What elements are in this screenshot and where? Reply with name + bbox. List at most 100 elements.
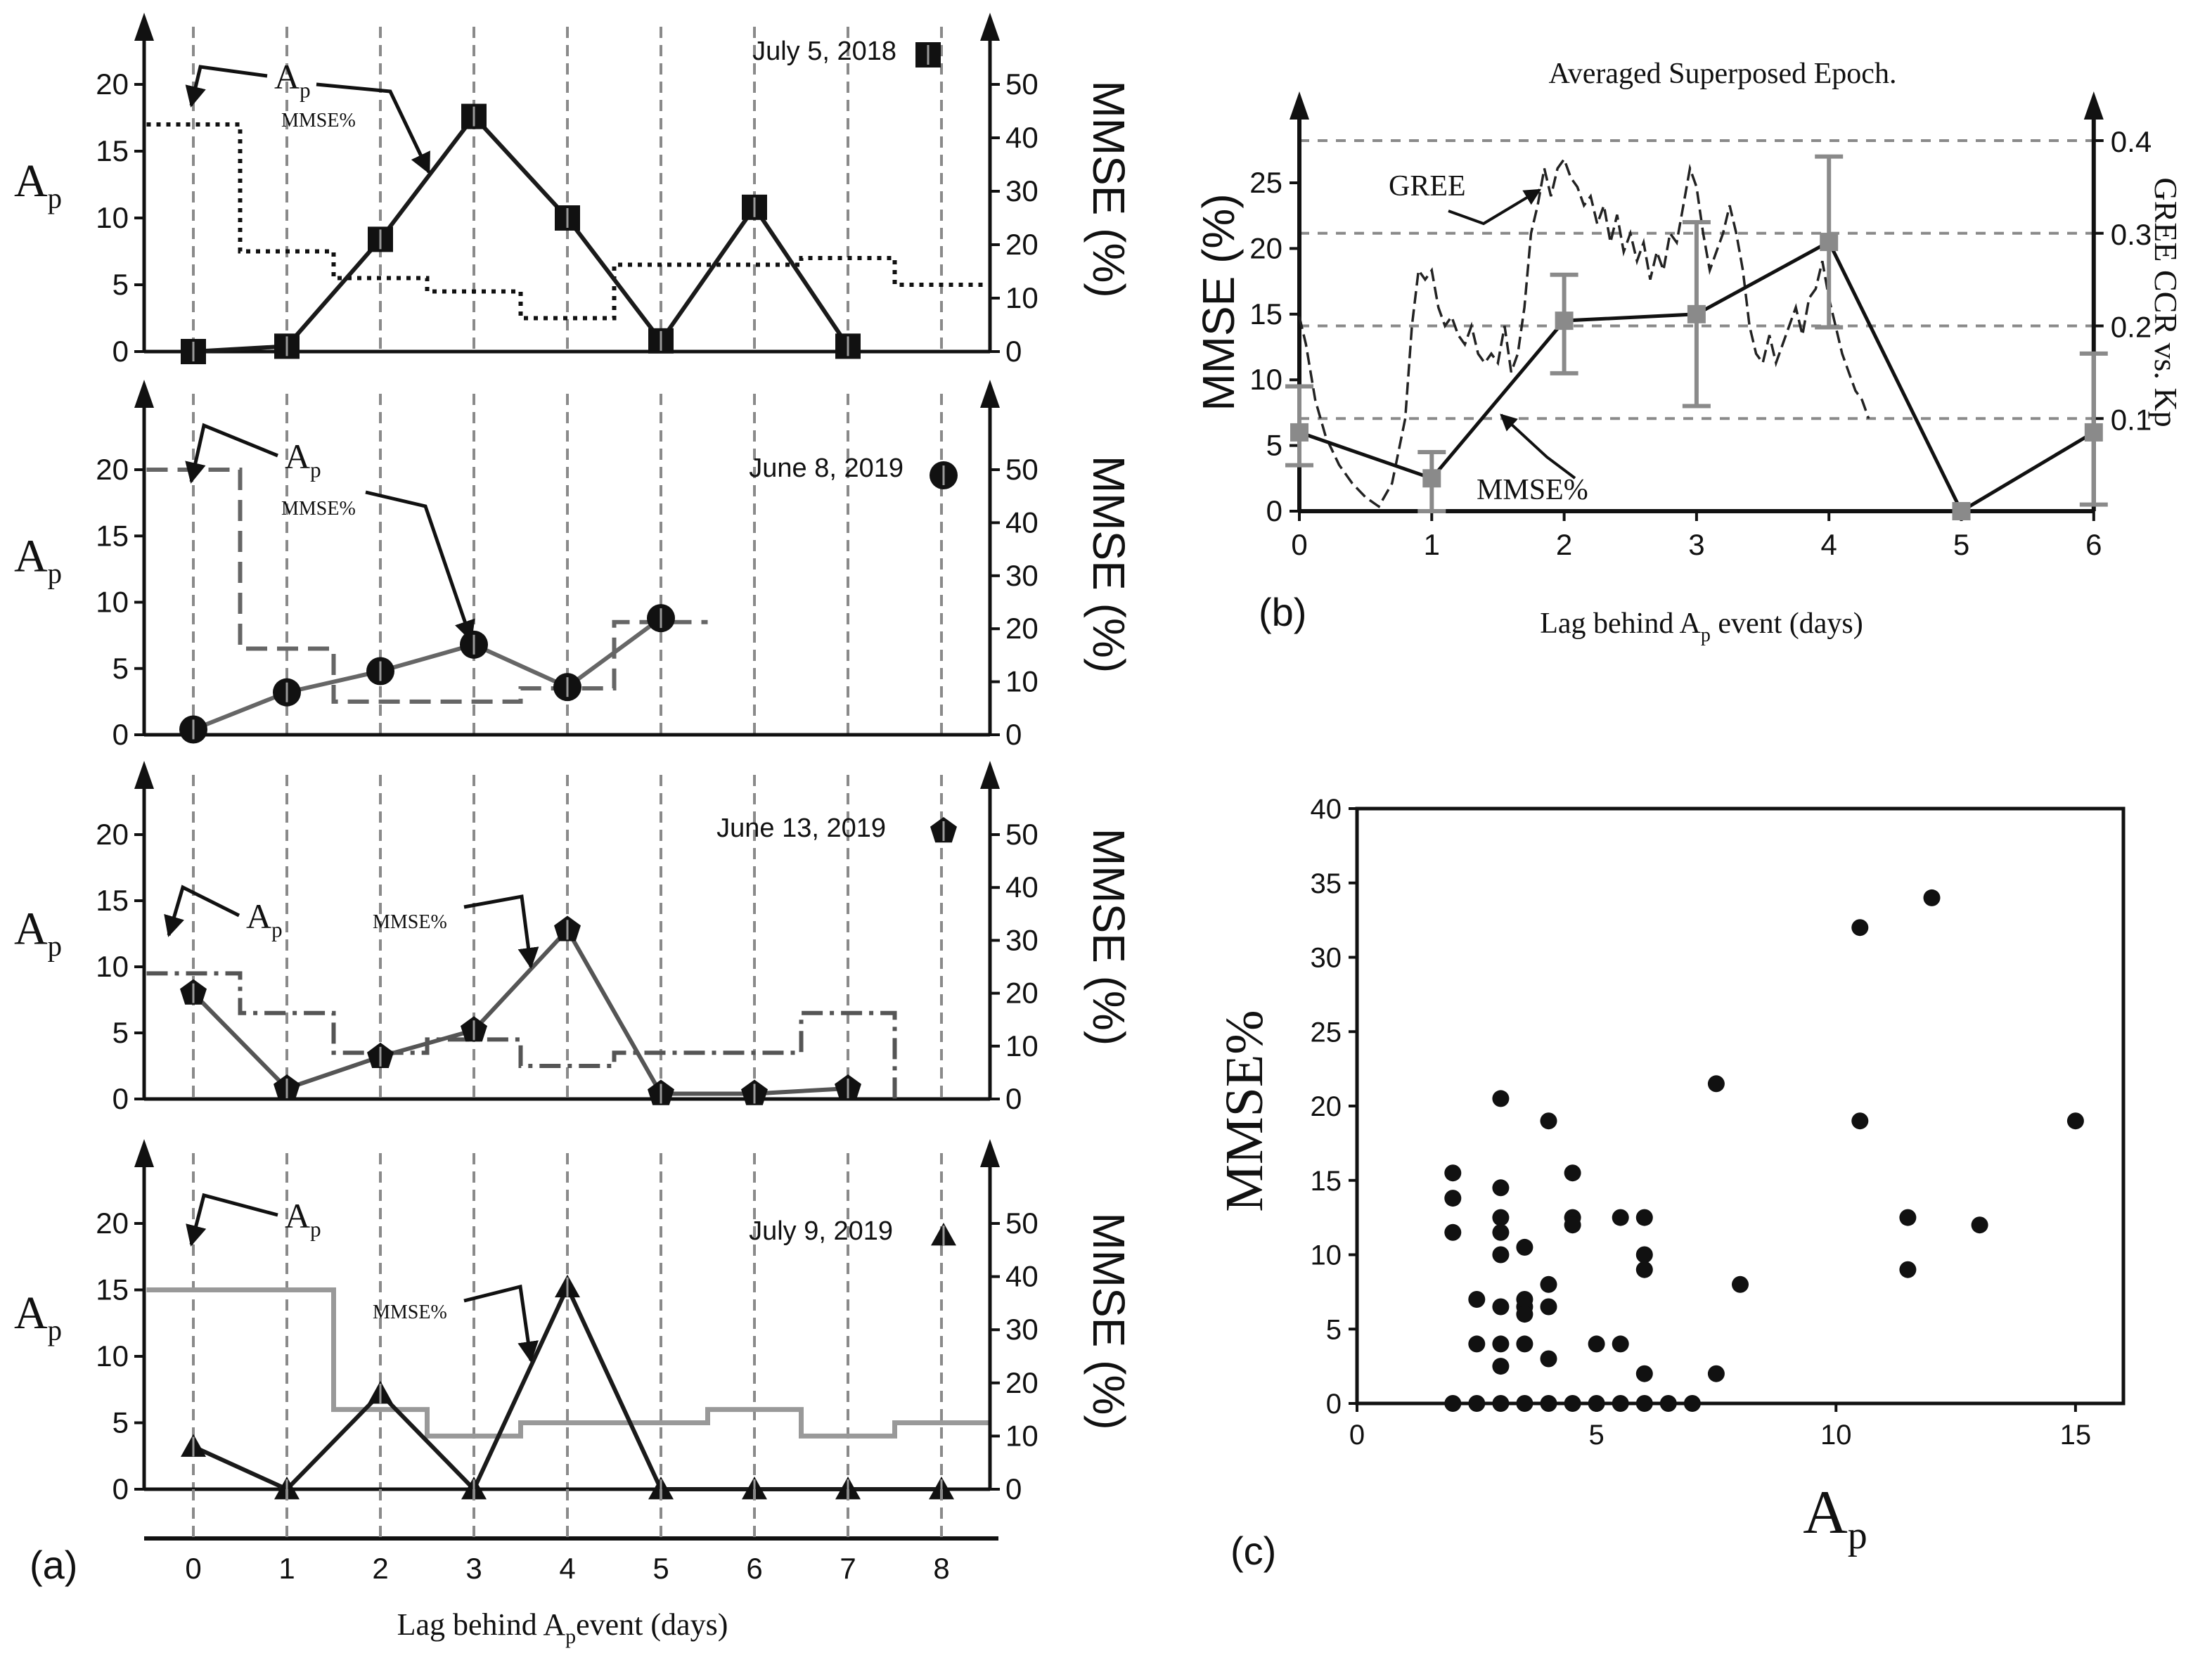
panel-b-right-axis-arrow <box>2083 91 2104 120</box>
mmse-annotation-label: MMSE% <box>281 110 356 131</box>
x-tick-label: 4 <box>559 1552 575 1585</box>
panel-c-x-label: Ap <box>1803 1479 1867 1557</box>
mmse-axis-label: MMSE (%) <box>1084 828 1134 1046</box>
mmse-line-series <box>193 112 850 354</box>
right-tick-label: 20 <box>1005 977 1039 1010</box>
panel-c-point-1 <box>1444 1190 1462 1207</box>
right-tick-label: 50 <box>1005 453 1039 486</box>
panel-c-point-51 <box>1659 1395 1677 1412</box>
right-axis-arrow <box>980 380 1000 408</box>
panel-a-july-9-2019: 0 5 10 15 20 0 10 20 30 40 50 Ap MMSE (%) July 9, 201… <box>14 1139 1134 1505</box>
panel-b-mmse-marker-2 <box>1555 311 1574 330</box>
left-tick-label: 0 <box>112 718 129 751</box>
left-axis-arrow <box>134 380 154 408</box>
panel-c-y-tick-label: 25 <box>1311 1017 1342 1048</box>
panel-c-point-42 <box>1444 1395 1462 1412</box>
left-axis-arrow <box>134 761 154 789</box>
ap-step-series <box>146 971 897 1099</box>
panel-c-y-tick-label: 20 <box>1311 1091 1342 1122</box>
right-tick-label: 40 <box>1005 870 1039 904</box>
panel-b-y-tick-label: 5 <box>1266 429 1282 462</box>
left-tick-label: 5 <box>112 268 129 301</box>
right-tick-label: 20 <box>1005 612 1039 645</box>
panel-c-point-40 <box>1971 1216 1988 1234</box>
left-tick-label: 10 <box>96 201 129 234</box>
panel-c-point-52 <box>1683 1395 1701 1412</box>
mmse-axis-label: MMSE (%) <box>1084 456 1134 673</box>
left-tick-label: 0 <box>112 335 129 368</box>
panel-b-mmse-marker-1 <box>1422 469 1441 488</box>
panel-c-point-46 <box>1540 1395 1557 1412</box>
right-tick-label: 0 <box>1005 1472 1022 1505</box>
panel-b-y-tick-label: 20 <box>1249 231 1282 264</box>
left-tick-label: 10 <box>96 950 129 983</box>
ap-axis-label: Ap <box>14 1287 62 1346</box>
panel-a-label: (a) <box>30 1543 77 1587</box>
panel-b-mmse-marker-6 <box>2084 423 2103 442</box>
panel-c-point-25 <box>1588 1335 1605 1353</box>
x-tick-label: 1 <box>278 1552 295 1585</box>
x-tick-label: 3 <box>465 1552 482 1585</box>
left-tick-label: 20 <box>96 453 129 486</box>
ap-annotation-arrow <box>185 423 278 484</box>
right-tick-label: 10 <box>1005 665 1039 698</box>
left-tick-label: 5 <box>112 1406 129 1439</box>
x-tick-label: 6 <box>746 1552 762 1585</box>
panel-c-y-tick-label: 10 <box>1311 1240 1342 1271</box>
panel-c-point-20 <box>1540 1298 1557 1316</box>
panel-c-point-48 <box>1588 1395 1605 1412</box>
panel-c-point-34 <box>1732 1275 1749 1293</box>
panel-b-gree-arrow <box>1448 188 1542 226</box>
right-tick-label: 50 <box>1005 68 1039 101</box>
panel-c-point-9 <box>1492 1246 1510 1264</box>
right-tick-label: 20 <box>1005 1366 1039 1399</box>
date-label: July 5, 2018 <box>752 37 896 66</box>
left-tick-label: 0 <box>112 1082 129 1115</box>
ap-axis-label: Ap <box>14 155 62 214</box>
right-tick-label: 20 <box>1005 228 1039 261</box>
panel-c-point-39 <box>1923 889 1941 906</box>
panel-c-point-31 <box>1635 1365 1653 1382</box>
panel-b-y-tick-label: 10 <box>1249 363 1282 396</box>
panel-c-point-6 <box>1492 1179 1510 1197</box>
mmse-axis-label: MMSE (%) <box>1084 1212 1134 1429</box>
ap-step-series <box>146 468 708 704</box>
right-axis-arrow <box>980 1139 1000 1167</box>
panel-b-y-tick-label: 25 <box>1249 166 1282 199</box>
right-tick-label: 50 <box>1005 818 1039 851</box>
panel-c-point-30 <box>1635 1261 1653 1278</box>
panel-c-point-7 <box>1492 1209 1510 1226</box>
panel-b-x-tick-label: 5 <box>1953 528 1969 561</box>
mmse-line-series <box>192 616 662 732</box>
panel-b-mmse-arrow <box>1500 413 1576 480</box>
mmse-annotation-label: MMSE% <box>373 1301 447 1323</box>
panel-c-point-44 <box>1492 1395 1510 1412</box>
right-tick-label: 40 <box>1005 506 1039 539</box>
panel-c-point-18 <box>1540 1112 1557 1130</box>
panel-b-left-axis-arrow <box>1290 91 1309 120</box>
panel-c-point-10 <box>1492 1298 1510 1316</box>
right-tick-label: 0 <box>1005 335 1022 368</box>
right-tick-label: 10 <box>1005 281 1039 314</box>
panel-c-point-22 <box>1564 1164 1581 1182</box>
panel-c-point-36 <box>1851 1112 1869 1130</box>
panel-b-x-tick-label: 6 <box>2085 528 2102 561</box>
panel-c-point-27 <box>1612 1335 1629 1353</box>
right-tick-label: 10 <box>1005 1419 1039 1452</box>
panel-b-y-tick-label: 0 <box>1266 494 1282 527</box>
panel-c-point-12 <box>1492 1358 1510 1375</box>
left-tick-label: 20 <box>96 68 129 101</box>
panel-c-point-29 <box>1635 1246 1653 1264</box>
panel-c-label: (c) <box>1230 1529 1276 1573</box>
panel-b-title: Averaged Superposed Epoch. <box>1549 58 1897 90</box>
panel-c-frame <box>1355 806 2126 1406</box>
panel-b-mmse-marker-0 <box>1290 423 1308 442</box>
ap-annotation-arrow <box>185 65 268 108</box>
panel-c-y-tick-label: 15 <box>1311 1166 1342 1197</box>
left-tick-label: 20 <box>96 818 129 851</box>
panel-b-y2-tick-label: 0.3 <box>2111 218 2152 251</box>
panel-b-x-tick-label: 4 <box>1821 528 1837 561</box>
ap-step-series <box>146 1287 989 1439</box>
panel-c-x-tick-label: 0 <box>1349 1420 1365 1451</box>
